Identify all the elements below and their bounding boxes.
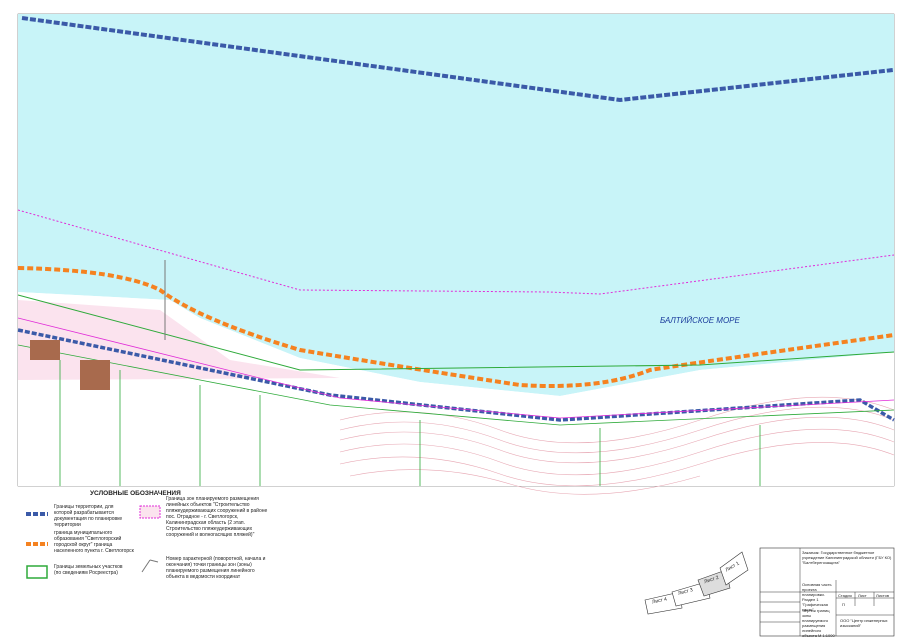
company: ООО "Центр инженерных изысканий" <box>840 618 888 628</box>
sea-label: БАЛТИЙСКОЕ МОРЕ <box>660 316 740 325</box>
sheets-header: Листов <box>876 593 889 598</box>
sheet-header: Лист <box>858 593 867 598</box>
stage: П <box>842 602 845 607</box>
legend-item: Границы земельных участков (по сведениям… <box>54 564 123 576</box>
legend-item: Границы территории, для которой разрабат… <box>54 504 123 528</box>
drawing: Чертёж границ зоны планируемого размещен… <box>802 608 835 638</box>
legend-item: Граница зон планируемого размещения лине… <box>166 496 268 538</box>
customer: Заказчик: Государственное бюджетное учре… <box>802 550 892 565</box>
section: Основная часть проекта планировки. Разде… <box>802 582 832 612</box>
legend-title: УСЛОВНЫЕ ОБОЗНАЧЕНИЯ <box>90 490 181 497</box>
legend-item: граница муниципального образования "Свет… <box>54 530 134 554</box>
stage-header: Стадия <box>838 593 852 598</box>
legend-item: Номер характерной (поворотной, начала и … <box>166 556 266 580</box>
